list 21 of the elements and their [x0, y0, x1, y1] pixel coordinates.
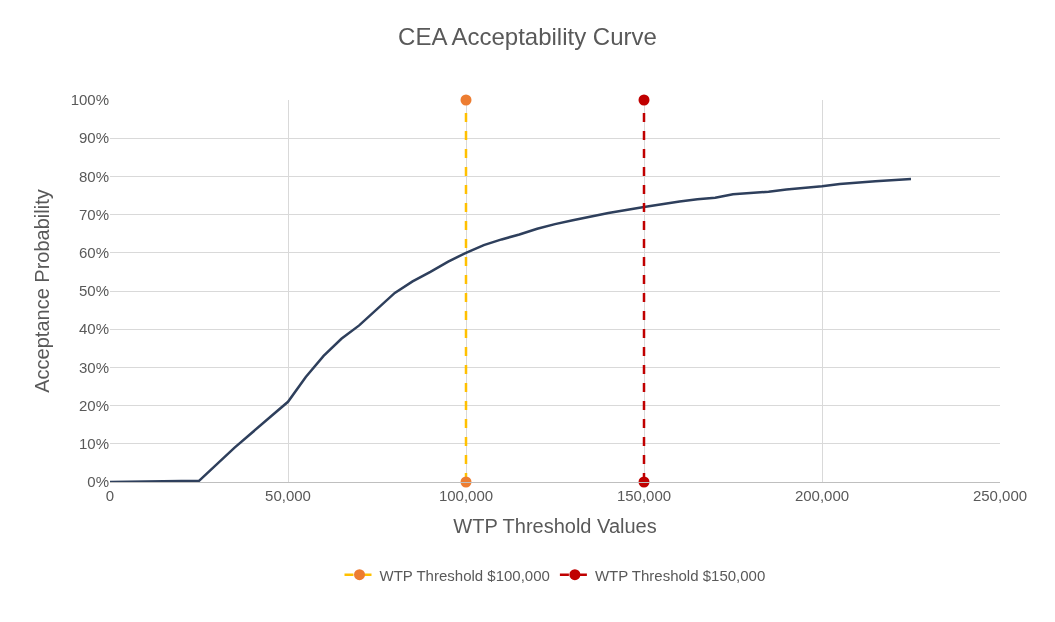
x-tick-label: 200,000: [794, 487, 850, 504]
y-tick-label: 40%: [78, 320, 109, 338]
x-tick-label: 250,000: [972, 487, 1028, 504]
chart-title: CEA Acceptability Curve: [398, 22, 657, 50]
y-axis-title: Acceptance Probability: [31, 189, 54, 393]
y-tick-label: 70%: [78, 205, 109, 223]
legend-label: WTP Threshold $150,000: [594, 566, 766, 584]
y-tick-label: 100%: [70, 91, 109, 109]
legend-label: WTP Threshold $100,000: [379, 566, 550, 584]
x-tick-label: 150,000: [616, 487, 672, 504]
x-axis-title: WTP Threshold Values: [453, 514, 657, 537]
x-tick-label: 50,000: [265, 487, 311, 504]
y-tick-label: 50%: [78, 282, 109, 300]
y-tick-label: 30%: [78, 358, 109, 376]
y-tick-label: 80%: [78, 167, 109, 185]
line-series: [110, 177, 913, 482]
y-tick-label: 60%: [78, 244, 109, 262]
y-tick-label: 10%: [78, 435, 109, 453]
x-tick-label: 100,000: [438, 487, 494, 504]
y-tick-label: 90%: [78, 129, 109, 147]
y-tick-label: 20%: [78, 396, 109, 414]
